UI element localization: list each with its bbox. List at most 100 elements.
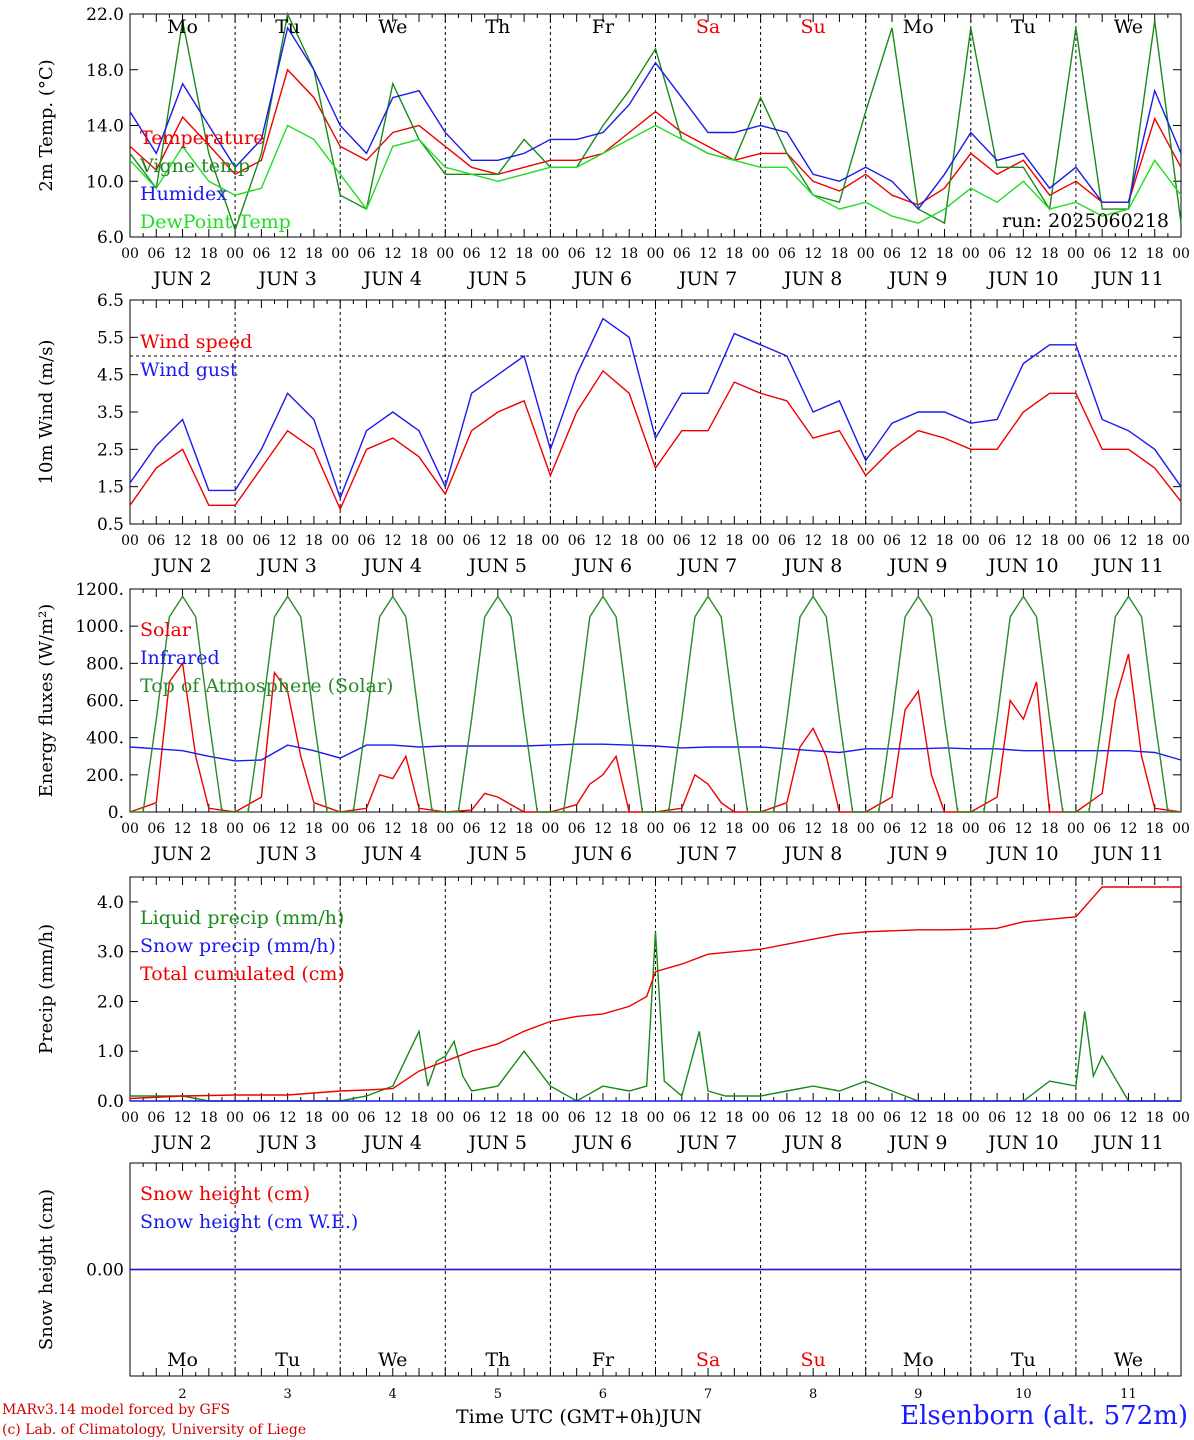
day-label: JUN 2 <box>151 1132 211 1154</box>
hour-tick-label: 18 <box>200 246 218 262</box>
hour-tick-label: 18 <box>831 533 849 549</box>
legend-entry: Wind gust <box>140 359 238 381</box>
hour-tick-label: 18 <box>515 533 533 549</box>
hour-tick-label: 06 <box>252 821 270 837</box>
hour-tick-label: 00 <box>1067 533 1085 549</box>
day-label: JUN 5 <box>467 268 527 290</box>
hour-tick-label: 00 <box>121 1110 139 1126</box>
day-label: JUN 8 <box>782 1132 842 1154</box>
hour-tick-label: 00 <box>436 1110 454 1126</box>
panel-2: 0.5 1.5 2.5 3.5 4.5 5.5 6.5 10m Wind (m/s) Wind … <box>36 291 1190 577</box>
hour-tick-label: 18 <box>410 1110 428 1126</box>
day-label: JUN 7 <box>677 843 737 865</box>
weekday-label: Mo <box>167 1349 198 1371</box>
hour-tick-label: 18 <box>410 821 428 837</box>
hour-tick-label: 00 <box>857 1110 875 1126</box>
day-label: JUN 6 <box>572 268 632 290</box>
hour-tick-label: 12 <box>1014 533 1032 549</box>
legend-entry: Total cumulated (cm) <box>140 963 345 985</box>
hour-tick-label: 12 <box>279 1110 297 1126</box>
y-tick-label: 1200. <box>75 580 124 600</box>
hour-tick-label: 06 <box>147 1110 165 1126</box>
hour-tick-label: 06 <box>778 533 796 549</box>
legend-entry: Temperature <box>140 127 264 149</box>
y-tick-label: 5.5 <box>97 328 124 348</box>
hour-tick-label: 00 <box>436 821 454 837</box>
hour-tick-label: 12 <box>909 533 927 549</box>
hour-tick-label: 12 <box>384 533 402 549</box>
hour-tick-label: 00 <box>1067 821 1085 837</box>
hour-tick-label: 18 <box>936 246 954 262</box>
hour-tick-label: 18 <box>725 821 743 837</box>
hour-tick-label: 18 <box>831 1110 849 1126</box>
hour-tick-label: 06 <box>778 246 796 262</box>
legend-entry: Vigne temp <box>139 155 250 177</box>
day-label: JUN 6 <box>572 555 632 577</box>
hour-tick-label: 00 <box>541 821 559 837</box>
y-tick-label: 3.0 <box>97 943 124 963</box>
weekday-label: Su <box>801 1349 826 1371</box>
day-label: JUN 9 <box>887 1132 947 1154</box>
hour-tick-label: 06 <box>147 821 165 837</box>
hour-tick-label: 00 <box>962 821 980 837</box>
y-tick-label: 0.00 <box>86 1261 124 1281</box>
panel-4: 0.0 1.0 2.0 3.0 4.0 Precip (mm/h) Liquid preci… <box>36 876 1190 1154</box>
hour-tick-label: 00 <box>226 533 244 549</box>
hour-tick-label: 06 <box>463 1110 481 1126</box>
day-label: JUN 11 <box>1091 268 1163 290</box>
hour-tick-label: 12 <box>1014 821 1032 837</box>
hour-tick-label: 18 <box>831 246 849 262</box>
hour-tick-label: 00 <box>962 246 980 262</box>
hour-tick-label: 00 <box>436 246 454 262</box>
hour-tick-label: 18 <box>1041 246 1059 262</box>
hour-tick-label: 00 <box>752 533 770 549</box>
day-label: JUN 10 <box>986 555 1058 577</box>
hour-tick-label: 00 <box>647 1110 665 1126</box>
hour-tick-label: 06 <box>1093 1110 1111 1126</box>
hour-tick-label: 12 <box>384 246 402 262</box>
legend-entry: Wind speed <box>140 331 252 353</box>
day-label: JUN 10 <box>986 1132 1058 1154</box>
legend-entry: Snow precip (mm/h) <box>140 935 336 957</box>
hour-tick-label: 12 <box>279 246 297 262</box>
time-axis-month: JUN <box>661 1406 702 1428</box>
hour-tick-label: 18 <box>515 1110 533 1126</box>
day-number-label: 8 <box>809 1387 817 1402</box>
hour-tick-label: 18 <box>831 821 849 837</box>
hour-tick-label: 12 <box>594 246 612 262</box>
hour-tick-label: 18 <box>1041 1110 1059 1126</box>
day-label: JUN 10 <box>986 268 1058 290</box>
hour-tick-label: 12 <box>699 1110 717 1126</box>
hour-tick-label: 06 <box>673 533 691 549</box>
series-line-2 <box>129 11 1182 233</box>
hour-tick-label: 12 <box>594 1110 612 1126</box>
day-number-label: 4 <box>389 1387 397 1402</box>
y-axis-label: Energy fluxes (W/m²) <box>36 604 57 798</box>
day-number-label: 6 <box>599 1387 607 1402</box>
hour-tick-label: 00 <box>962 533 980 549</box>
hour-tick-label: 12 <box>804 533 822 549</box>
series-line-3 <box>129 26 1182 211</box>
hour-tick-label: 18 <box>620 246 638 262</box>
day-label: JUN 5 <box>467 843 527 865</box>
hour-tick-label: 12 <box>489 246 507 262</box>
day-label: JUN 4 <box>362 1132 422 1154</box>
weekday-label: Tu <box>1011 1349 1036 1371</box>
weekday-label: Mo <box>903 1349 934 1371</box>
y-tick-label: 1.0 <box>97 1042 124 1062</box>
weekday-label: Th <box>485 1349 510 1371</box>
hour-tick-label: 00 <box>752 246 770 262</box>
hour-tick-label: 18 <box>200 1110 218 1126</box>
hour-tick-label: 00 <box>1067 246 1085 262</box>
weekday-label: Su <box>801 16 826 38</box>
hour-tick-label: 06 <box>988 246 1006 262</box>
hour-tick-label: 12 <box>489 1110 507 1126</box>
day-label: JUN 11 <box>1091 1132 1163 1154</box>
hour-tick-label: 00 <box>1067 1110 1085 1126</box>
series-line-3 <box>130 595 1181 813</box>
weekday-label: Th <box>485 16 510 38</box>
day-number-label: 5 <box>494 1387 502 1402</box>
day-number-label: 10 <box>1015 1387 1032 1402</box>
lab-credit: (c) Lab. of Climatology, University of L… <box>2 1422 307 1438</box>
day-label: JUN 2 <box>151 555 211 577</box>
